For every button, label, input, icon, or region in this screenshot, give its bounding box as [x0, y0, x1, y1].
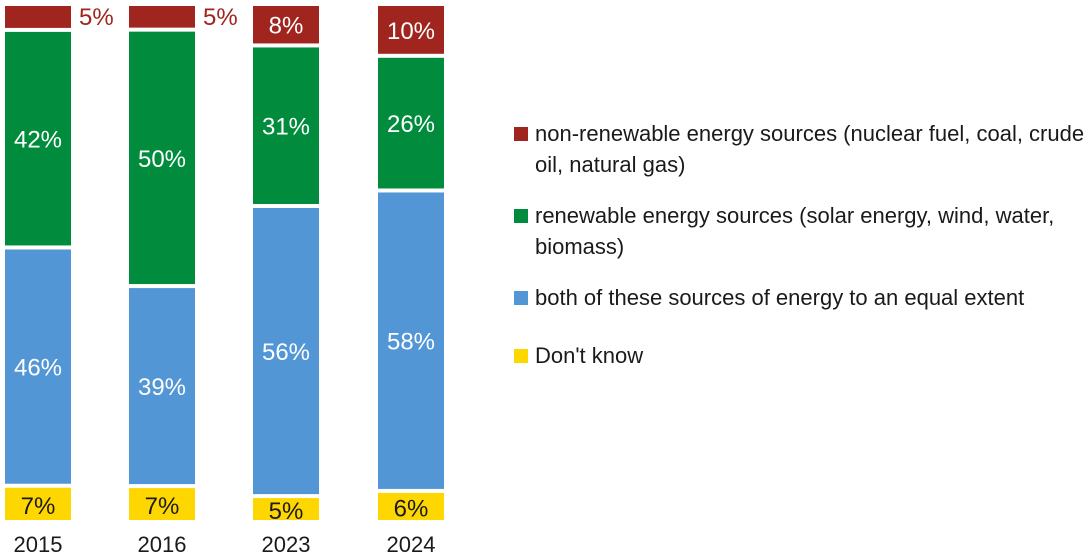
legend-swatch-non-renewable	[514, 127, 528, 141]
legend-item-dont-know: Don't know	[512, 340, 1091, 371]
bar-segment-don-t-know-2024	[378, 492, 444, 520]
data-label-both-of-these-sources-of-energ-2015: 46%	[14, 355, 62, 382]
data-label-renewable-energy-sources-solar-2015: 42%	[14, 127, 62, 154]
data-label-non-renewable-energy-sources-n-2024: 10%	[387, 18, 435, 45]
bar-segment-renewable-energy-sources-solar-2023	[253, 47, 319, 205]
data-label-non-renewable-energy-sources-n-2023: 8%	[269, 13, 304, 40]
legend-item-both: both of these sources of energy to an eq…	[512, 282, 1091, 313]
data-label-both-of-these-sources-of-energ-2024: 58%	[387, 329, 435, 356]
bar-segment-non-renewable-energy-sources-n-2015	[5, 6, 71, 28]
legend-label-non-renewable: non-renewable energy sources (nuclear fu…	[535, 121, 1085, 177]
data-label-renewable-energy-sources-solar-2016: 50%	[138, 146, 186, 173]
x-tick-label-2023: 2023	[262, 532, 311, 555]
bar-segment-renewable-energy-sources-solar-2015	[5, 31, 71, 246]
x-tick-label-2024: 2024	[387, 532, 436, 555]
bar-segment-renewable-energy-sources-solar-2024	[378, 57, 444, 189]
legend-item-non-renewable: non-renewable energy sources (nuclear fu…	[512, 118, 1091, 180]
bar-segment-don-t-know-2016	[129, 488, 195, 520]
bar-segment-non-renewable-energy-sources-n-2023	[253, 6, 319, 44]
legend-swatch-dont-know	[514, 349, 528, 363]
legend-swatch-renewable	[514, 209, 528, 223]
bar-segment-both-of-these-sources-of-energ-2024	[378, 192, 444, 489]
x-tick-label-2015: 2015	[14, 532, 63, 555]
x-tick-label-2016: 2016	[138, 532, 187, 555]
legend-label-dont-know: Don't know	[535, 343, 644, 368]
data-label-both-of-these-sources-of-energ-2023: 56%	[262, 339, 310, 366]
bar-segment-don-t-know-2023	[253, 498, 319, 520]
bar-segment-non-renewable-energy-sources-n-2016	[129, 6, 195, 28]
data-label-non-renewable-energy-sources-n-2016: 5%	[203, 4, 238, 31]
bar-segment-both-of-these-sources-of-energ-2016	[129, 288, 195, 485]
bar-segment-both-of-these-sources-of-energ-2015	[5, 249, 71, 484]
bar-segment-both-of-these-sources-of-energ-2023	[253, 208, 319, 495]
legend-item-renewable: renewable energy sources (solar energy, …	[512, 200, 1091, 262]
data-label-renewable-energy-sources-solar-2023: 31%	[262, 114, 310, 141]
data-label-don-t-know-2023: 5%	[269, 498, 304, 525]
bar-segment-don-t-know-2015	[5, 487, 71, 520]
data-label-both-of-these-sources-of-energ-2016: 39%	[138, 374, 186, 401]
legend-label-renewable: renewable energy sources (solar energy, …	[535, 203, 1055, 259]
legend-swatch-both	[514, 291, 528, 305]
bar-segment-non-renewable-energy-sources-n-2024	[378, 6, 444, 54]
data-label-renewable-energy-sources-solar-2024: 26%	[387, 111, 435, 138]
data-label-don-t-know-2024: 6%	[394, 495, 429, 522]
stacked-bar-chart: 7% 46% 42% 5% 2015 7% 39% 50% 5% 2016 5% 56% 31% 8% 20…	[5, 4, 444, 555]
data-label-don-t-know-2015: 7%	[21, 493, 56, 520]
data-label-don-t-know-2016: 7%	[145, 493, 180, 520]
bar-segment-renewable-energy-sources-solar-2016	[129, 31, 195, 285]
data-label-non-renewable-energy-sources-n-2015: 5%	[79, 4, 114, 31]
legend: non-renewable energy sources (nuclear fu…	[512, 118, 1091, 391]
legend-label-both: both of these sources of energy to an eq…	[535, 285, 1025, 310]
